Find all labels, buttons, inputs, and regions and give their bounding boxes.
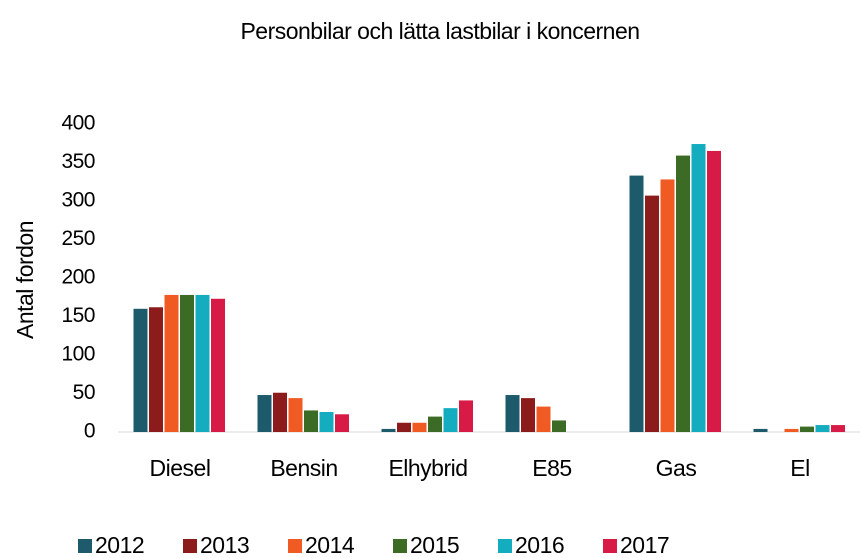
bar [412,422,427,432]
bar [397,422,411,432]
x-tick-label: El [790,455,809,481]
bar [784,428,799,432]
bar [428,416,442,432]
legend-swatch [183,539,197,553]
bar [831,425,845,432]
y-tick-label: 350 [61,150,95,173]
bar [288,398,303,432]
bar [707,150,721,432]
legend-label: 2014 [305,532,355,558]
bar [536,406,551,432]
bar [815,425,830,432]
legend-label: 2012 [95,532,144,558]
x-tick-label: E85 [532,455,571,481]
legend-swatch [393,539,407,553]
bar [552,420,566,432]
bar [660,179,675,432]
y-tick-label: 150 [61,304,95,327]
bar [149,307,163,432]
bar [800,426,814,432]
bar [521,398,535,432]
y-tick-label: 250 [61,227,95,250]
bar [459,400,473,432]
bar [381,428,396,432]
bar [505,395,520,432]
y-tick-label: 0 [84,420,95,443]
y-tick-label: 50 [73,381,95,404]
bar [304,410,318,432]
legend-swatch [603,539,617,553]
legend-swatch [78,539,92,553]
x-tick-label: Diesel [150,455,211,481]
y-axis-title: Antal fordon [12,221,38,339]
legend-label: 2017 [620,532,669,558]
bar [133,308,148,432]
bar [319,411,334,432]
legend-label: 2016 [515,532,564,558]
legend-label: 2013 [200,532,249,558]
bar [629,175,644,432]
bar [273,392,287,432]
bar [645,195,659,432]
bar [676,155,690,432]
bar [335,414,349,432]
bar [443,408,458,432]
y-tick-label: 100 [61,343,95,366]
bar [180,294,194,432]
legend-swatch [498,539,512,553]
chart-title: Personbilar och lätta lastbilar i koncer… [240,18,639,44]
y-tick-label: 200 [61,266,95,289]
bar [195,294,210,432]
legend-label: 2015 [410,532,459,558]
bar [753,428,768,432]
x-tick-label: Gas [656,455,697,481]
bar [211,298,225,432]
bar [691,144,706,432]
bar [257,395,272,432]
y-tick-label: 300 [61,189,95,212]
legend-swatch [288,539,302,553]
y-tick-label: 400 [61,112,95,135]
x-tick-label: Bensin [270,455,337,481]
x-tick-label: Elhybrid [388,455,467,481]
bar [164,294,179,432]
